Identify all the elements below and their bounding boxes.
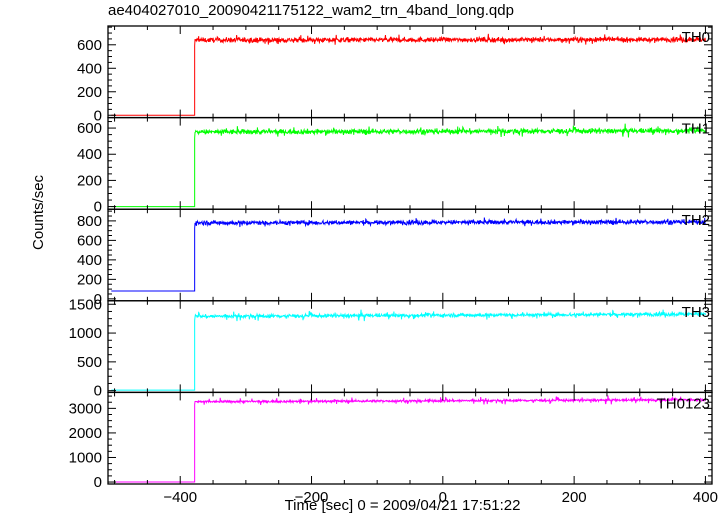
panel-frame-th0123 <box>107 391 713 485</box>
y-tick-label: 500 <box>77 354 102 371</box>
y-tick-label: 400 <box>77 252 102 269</box>
panel-label-th0123: TH0123 <box>657 395 710 412</box>
y-tick-label: 2000 <box>69 425 102 442</box>
series-line-th3 <box>111 309 706 391</box>
series-line-th2 <box>111 217 706 292</box>
y-tick-label: 800 <box>77 213 102 230</box>
y-tick-label: 200 <box>77 271 102 288</box>
y-tick-label: 0 <box>94 474 102 491</box>
x-tick-label: 400 <box>693 489 718 506</box>
x-tick-label: 0 <box>439 489 447 506</box>
y-tick-label: 0 <box>94 291 102 308</box>
y-tick-label: 600 <box>77 120 102 137</box>
series-line-th0123 <box>111 395 706 483</box>
x-tick-label: 200 <box>562 489 587 506</box>
y-tick-label: 200 <box>77 84 102 101</box>
y-tick-label: 0 <box>94 199 102 216</box>
y-tick-label: 1000 <box>69 449 102 466</box>
chart-title: ae404027010_20090421175122_wam2_trn_4ban… <box>108 2 514 19</box>
panel-label-th1: TH1 <box>682 121 710 138</box>
x-axis-label: Time [sec] 0 = 2009/04/21 17:51:22 <box>284 497 521 514</box>
panel-label-th2: TH2 <box>682 212 710 229</box>
y-tick-label: 400 <box>77 60 102 77</box>
y-tick-label: 200 <box>77 172 102 189</box>
series-line-th0 <box>111 33 706 116</box>
x-tick-label: −400 <box>163 489 197 506</box>
y-tick-label: 600 <box>77 37 102 54</box>
series-line-th1 <box>111 123 706 208</box>
y-tick-label: 0 <box>94 383 102 400</box>
x-tick-label: −200 <box>295 489 329 506</box>
y-tick-label: 1000 <box>69 325 102 342</box>
y-tick-label: 0 <box>94 107 102 124</box>
panel-label-th0: TH0 <box>682 29 710 46</box>
y-tick-label: 3000 <box>69 400 102 417</box>
panel-label-th3: TH3 <box>682 304 710 321</box>
y-tick-label: 400 <box>77 146 102 163</box>
y-tick-label: 1500 <box>69 296 102 313</box>
y-tick-label: 600 <box>77 232 102 249</box>
